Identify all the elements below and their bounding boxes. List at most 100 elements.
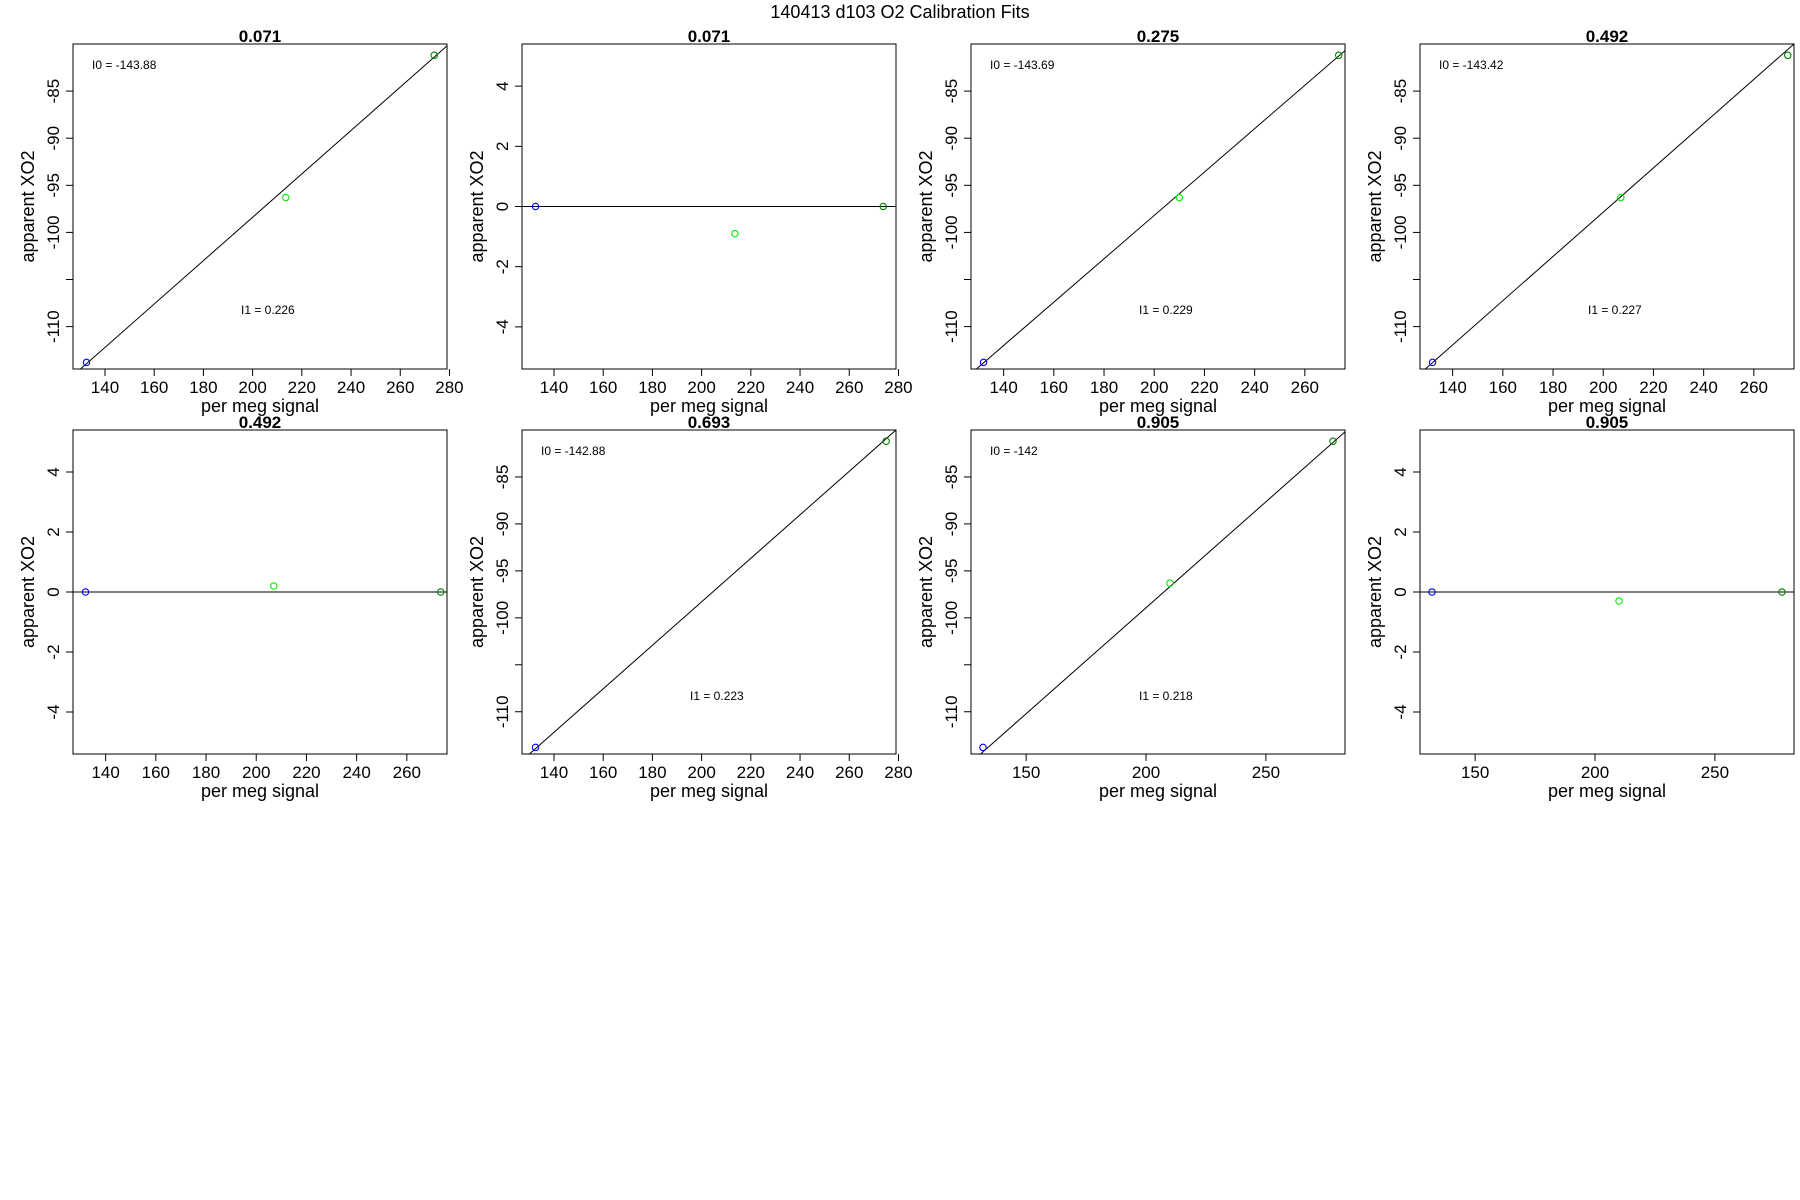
data-point: [430, 51, 438, 60]
x-tick-label: 240: [786, 378, 814, 397]
x-tick-label: 280: [884, 378, 912, 397]
x-tick-label: 160: [1489, 378, 1517, 397]
plot-frame: [970, 43, 1346, 370]
panel-title: 0.905: [1137, 413, 1180, 432]
y-tick-label: -90: [44, 126, 63, 151]
intercept-annotation: I0 = -142: [990, 444, 1038, 458]
plot-frame: [72, 43, 448, 370]
y-tick-label: 0: [1391, 587, 1410, 596]
y-tick-label: -4: [493, 319, 512, 334]
y-axis-label: apparent XO2: [18, 536, 38, 648]
x-tick-label: 220: [288, 378, 316, 397]
panel-3: 0.275 140 160 180 200 220 240 260 -110 -100 -95 -90…: [916, 27, 1346, 416]
x-tick-label: 220: [737, 763, 765, 782]
y-tick-label: 4: [44, 467, 63, 476]
x-tick-label: 260: [835, 378, 863, 397]
fit-line: [1424, 44, 1794, 369]
y-tick-label: -95: [942, 173, 961, 198]
data-point: [1329, 437, 1337, 446]
panel-7: 0.905 150 200 250 -110 -100 -95 -90 -85 per meg s…: [916, 413, 1346, 801]
data-point: [270, 582, 278, 590]
x-axis-label: per meg signal: [650, 396, 768, 416]
x-tick-label: 240: [342, 763, 370, 782]
data-point: [879, 202, 887, 211]
y-tick-label: -95: [44, 173, 63, 198]
panel-title: 0.492: [239, 413, 282, 432]
intercept-annotation: I0 = -143.69: [990, 58, 1055, 72]
y-tick-label: -100: [942, 215, 961, 249]
panel-title: 0.275: [1137, 27, 1180, 46]
y-tick-label: -95: [493, 559, 512, 584]
y-tick-label: 0: [493, 202, 512, 211]
y-tick-label: -110: [44, 310, 63, 343]
y-tick-label: -85: [44, 79, 63, 104]
data-point: [1615, 597, 1623, 605]
slope-annotation: I1 = 0.229: [1139, 303, 1193, 317]
x-axis-label: per meg signal: [1548, 396, 1666, 416]
x-tick-label: 140: [540, 378, 568, 397]
data-point: [1334, 51, 1343, 60]
y-tick-label: -100: [493, 601, 512, 635]
data-point: [531, 202, 540, 211]
data-point: [1783, 51, 1792, 60]
y-tick-label: 4: [493, 81, 512, 90]
x-tick-label: 160: [140, 378, 168, 397]
panel-4: 0.492 140 160 180 200 220 240 260 -110 -100 -95 -90…: [1365, 27, 1795, 416]
y-tick-label: 0: [44, 587, 63, 596]
x-tick-label: 140: [540, 763, 568, 782]
y-tick-label: -110: [1391, 310, 1410, 343]
x-axis-label: per meg signal: [1548, 781, 1666, 801]
x-axis-label: per meg signal: [1099, 781, 1217, 801]
panel-5: 0.492 140 160 180 200 220 240 260 -4 -2 0 2 4 per meg…: [18, 413, 448, 801]
figure-title: 140413 d103 O2 Calibration Fits: [770, 2, 1029, 22]
y-tick-label: -2: [44, 644, 63, 659]
y-tick-label: -90: [942, 512, 961, 537]
x-tick-label: 160: [589, 763, 617, 782]
y-tick-label: -90: [942, 126, 961, 151]
fit-line: [979, 431, 1345, 754]
x-tick-label: 250: [1701, 763, 1729, 782]
y-tick-label: -85: [942, 465, 961, 490]
x-tick-label: 140: [91, 763, 119, 782]
fit-line: [79, 45, 447, 369]
fit-line: [528, 430, 896, 754]
y-tick-label: -100: [942, 601, 961, 635]
x-tick-label: 260: [393, 763, 421, 782]
x-tick-label: 260: [386, 378, 414, 397]
y-tick-label: -85: [1391, 79, 1410, 104]
data-point: [1428, 358, 1437, 367]
x-tick-label: 180: [1090, 378, 1118, 397]
y-axis-label: apparent XO2: [916, 150, 936, 262]
x-tick-label: 260: [1740, 378, 1768, 397]
x-tick-label: 220: [737, 378, 765, 397]
x-tick-label: 240: [1240, 378, 1268, 397]
y-tick-label: -85: [493, 465, 512, 490]
data-point: [731, 229, 739, 238]
y-tick-label: -95: [942, 559, 961, 584]
y-axis-label: apparent XO2: [467, 150, 487, 262]
x-tick-label: 240: [1689, 378, 1717, 397]
x-axis-label: per meg signal: [1099, 396, 1217, 416]
panel-title: 0.492: [1586, 27, 1629, 46]
x-tick-label: 200: [1589, 378, 1617, 397]
data-point: [979, 743, 987, 752]
x-tick-label: 160: [589, 378, 617, 397]
y-tick-label: 2: [1391, 527, 1410, 536]
intercept-annotation: I0 = -143.42: [1439, 58, 1504, 72]
panel-title: 0.071: [239, 27, 282, 46]
x-tick-label: 200: [1140, 378, 1168, 397]
x-tick-label: 220: [1190, 378, 1218, 397]
x-tick-label: 160: [1040, 378, 1068, 397]
y-tick-label: -110: [942, 310, 961, 343]
data-point: [1778, 588, 1786, 596]
data-point: [882, 437, 890, 446]
slope-annotation: I1 = 0.227: [1588, 303, 1642, 317]
x-tick-label: 180: [638, 763, 666, 782]
y-tick-label: -100: [44, 215, 63, 249]
y-tick-label: -90: [1391, 126, 1410, 151]
x-tick-label: 180: [1539, 378, 1567, 397]
y-tick-label: -85: [942, 79, 961, 104]
data-point: [82, 358, 91, 367]
data-point: [1166, 579, 1174, 587]
